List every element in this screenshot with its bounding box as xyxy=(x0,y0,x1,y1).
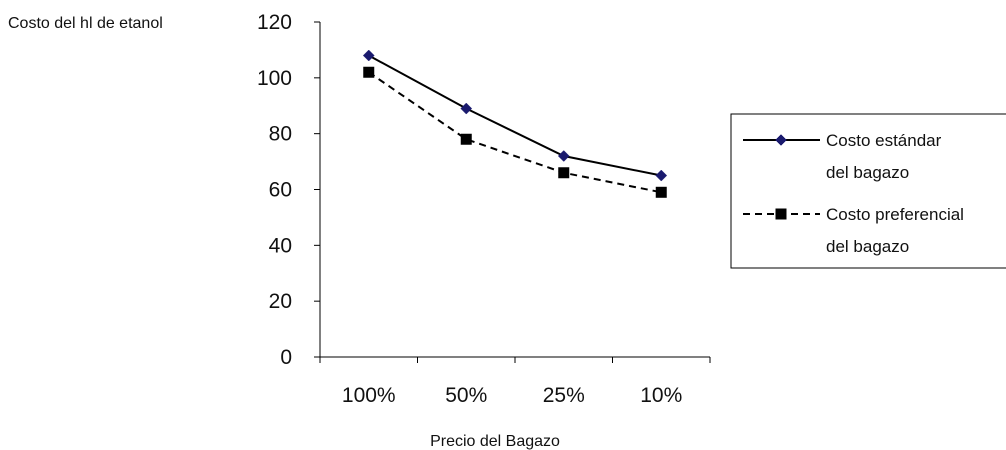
data-point-square xyxy=(460,133,472,145)
y-ticks: 0 20 40 60 80 100 120 xyxy=(257,11,320,369)
series-2 xyxy=(363,66,667,198)
x-tick-label: 10% xyxy=(640,384,682,407)
data-point-square xyxy=(655,186,667,198)
series-group xyxy=(362,49,668,198)
legend-marker xyxy=(775,208,787,220)
data-point-square xyxy=(363,66,375,78)
y-tick-label: 120 xyxy=(257,11,292,34)
y-tick-label: 60 xyxy=(269,179,292,202)
x-axis-label: Precio del Bagazo xyxy=(430,433,560,450)
data-point-diamond xyxy=(557,150,570,162)
legend-label: del bagazo xyxy=(826,163,909,182)
y-tick-label: 0 xyxy=(280,346,292,369)
legend-label: Costo preferencial xyxy=(826,205,964,224)
x-ticks: 100% 50% 25% 10% xyxy=(319,357,711,407)
y-tick-label: 80 xyxy=(269,123,292,146)
data-point-square xyxy=(558,167,570,179)
data-point-diamond xyxy=(362,49,375,62)
legend-item-1: Costo estándar del bagazo xyxy=(743,131,942,182)
y-tick-label: 100 xyxy=(257,67,292,90)
legend-item-2: Costo preferencial del bagazo xyxy=(743,205,964,256)
series-line xyxy=(368,71,662,194)
data-point-diamond xyxy=(655,169,668,182)
legend-marker xyxy=(775,134,787,146)
legend-label: Costo estándar xyxy=(826,131,942,150)
x-tick-label: 50% xyxy=(445,384,487,407)
data-point-diamond xyxy=(460,102,473,115)
x-tick-label: 100% xyxy=(342,384,396,407)
series-1 xyxy=(362,49,668,182)
y-tick-label: 20 xyxy=(269,290,292,313)
x-tick-label: 25% xyxy=(543,384,585,407)
legend-label: del bagazo xyxy=(826,237,909,256)
series-line xyxy=(368,54,662,177)
y-axis-label: Costo del hl de etanol xyxy=(8,15,163,32)
y-tick-label: 40 xyxy=(269,234,292,257)
